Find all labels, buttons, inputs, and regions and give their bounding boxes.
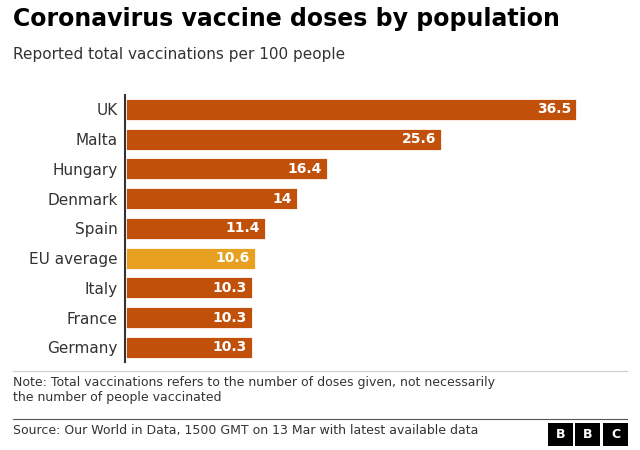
Text: 11.4: 11.4 [225, 221, 260, 235]
Text: Source: Our World in Data, 1500 GMT on 13 Mar with latest available data: Source: Our World in Data, 1500 GMT on 1… [13, 424, 478, 437]
Text: Reported total vaccinations per 100 people: Reported total vaccinations per 100 peop… [13, 47, 345, 62]
Text: 10.3: 10.3 [212, 310, 246, 324]
Text: B: B [556, 428, 565, 441]
Text: 10.3: 10.3 [212, 281, 246, 295]
Bar [125, 247, 256, 270]
Text: B: B [583, 428, 593, 441]
FancyBboxPatch shape [548, 423, 573, 446]
Text: 14: 14 [273, 192, 292, 206]
Bar [125, 306, 253, 329]
Text: Coronavirus vaccine doses by population: Coronavirus vaccine doses by population [13, 7, 559, 31]
Bar [125, 276, 253, 300]
Bar [125, 336, 253, 359]
Text: C: C [611, 428, 620, 441]
Text: Note: Total vaccinations refers to the number of doses given, not necessarily
th: Note: Total vaccinations refers to the n… [13, 376, 495, 404]
Bar [125, 157, 328, 180]
Text: 25.6: 25.6 [402, 132, 436, 146]
Text: 10.3: 10.3 [212, 340, 246, 355]
Text: 16.4: 16.4 [287, 162, 322, 176]
Text: 10.6: 10.6 [216, 251, 250, 265]
FancyBboxPatch shape [575, 423, 600, 446]
Text: 36.5: 36.5 [537, 103, 572, 117]
Bar [125, 127, 442, 151]
Bar [125, 217, 266, 240]
Bar [125, 187, 298, 210]
Bar [125, 98, 577, 121]
FancyBboxPatch shape [604, 423, 628, 446]
